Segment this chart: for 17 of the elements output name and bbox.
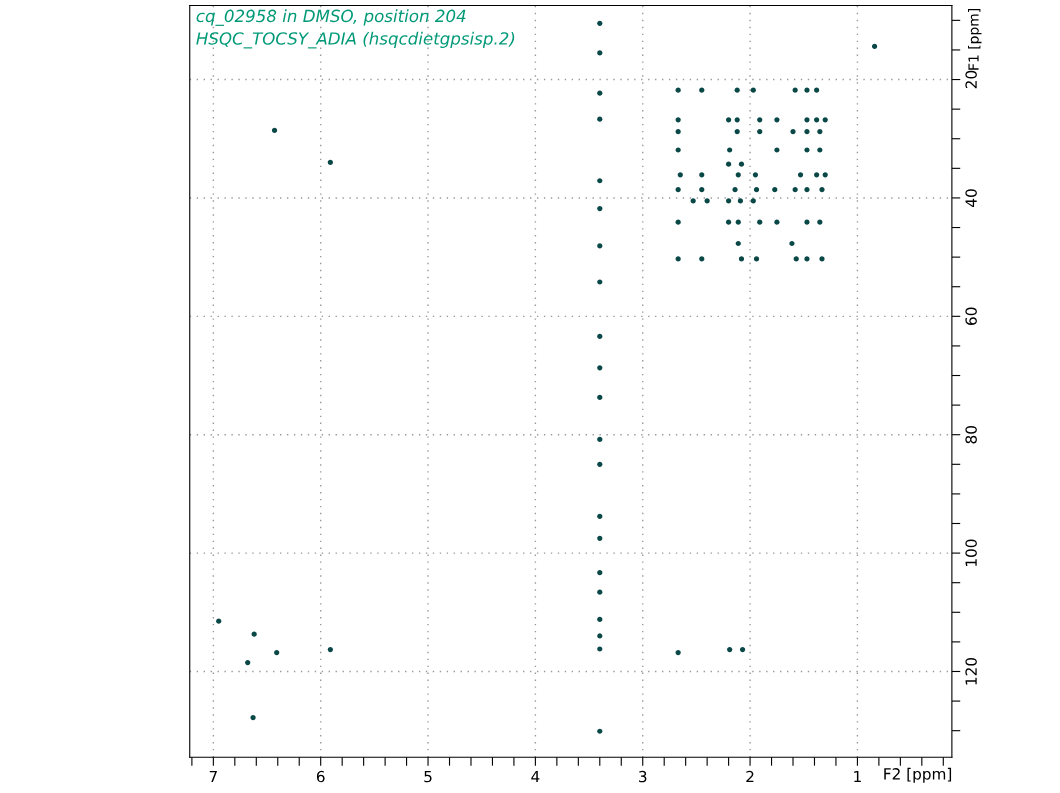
x-axis-title: F2 [ppm] [884,767,952,783]
x-tick-label: 7 [209,770,217,783]
x-tick-label: 3 [639,770,647,783]
x-tick-label: 6 [316,770,325,783]
y-tick-label: 100 [965,539,977,566]
y-axis-title: F1 [ppm] [968,9,982,70]
x-tick-label: 1 [854,770,861,783]
y-tick-label: 40 [965,189,977,207]
y-tick-label: 20 [965,70,977,89]
y-tick-label: 60 [965,307,977,325]
x-tick-label: 5 [424,770,432,783]
y-tick-label: 120 [965,657,977,685]
x-tick-label: 2 [746,770,754,783]
annotation: HSQC_TOCSY_ADIA (hsqcdietgpsisp.2) [196,31,515,49]
annotation: cq_02958 in DMSO, position 204 [196,9,466,26]
x-tick-label: 4 [531,770,540,783]
y-tick-label: 80 [965,426,977,444]
